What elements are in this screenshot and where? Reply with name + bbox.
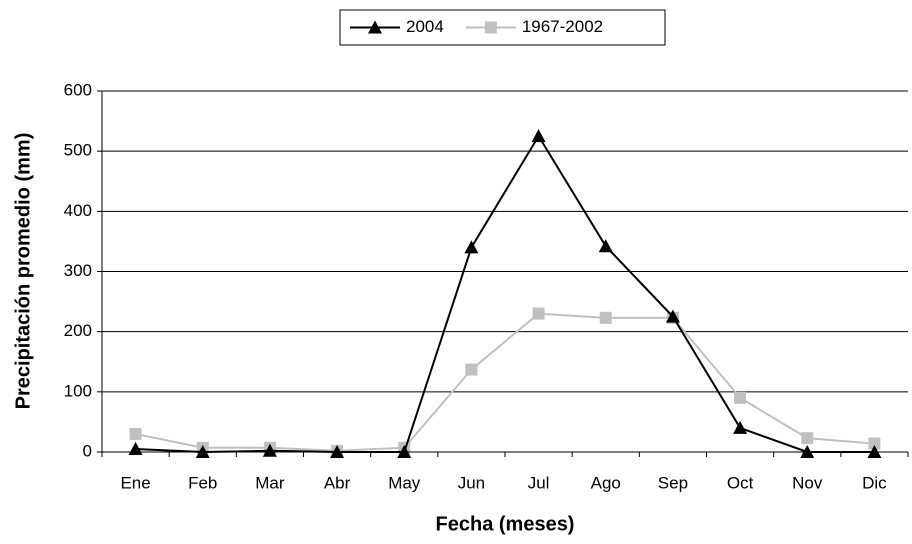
y-axis-title: Precipitación promedio (mm)	[12, 133, 34, 410]
data-point	[532, 307, 545, 320]
legend-marker	[484, 21, 497, 34]
x-tick-label: Nov	[792, 473, 823, 492]
data-point	[665, 309, 680, 323]
x-tick-label: Abr	[324, 473, 351, 492]
series-line	[135, 134, 875, 454]
legend-label: 1967-2002	[522, 17, 603, 36]
data-point	[464, 240, 479, 254]
x-axis-title: Fecha (meses)	[436, 513, 575, 535]
data-point	[129, 427, 142, 440]
y-tick-label: 200	[64, 321, 92, 340]
x-tick-label: Mar	[255, 473, 285, 492]
y-tick-label: 300	[64, 261, 92, 280]
x-tick-label: Feb	[188, 473, 217, 492]
x-tick-label: Ago	[591, 473, 621, 492]
data-point	[598, 239, 613, 253]
y-tick-label: 100	[64, 381, 92, 400]
data-point	[801, 432, 814, 445]
x-tick-label: Jun	[458, 473, 485, 492]
y-tick-label: 400	[64, 201, 92, 220]
legend-label: 2004	[406, 17, 444, 36]
x-tick-label: Sep	[658, 473, 688, 492]
data-point	[262, 443, 277, 457]
data-point	[531, 129, 546, 143]
data-point	[868, 437, 881, 450]
data-point	[599, 311, 612, 324]
x-tick-label: Oct	[727, 473, 754, 492]
x-tick-label: Dic	[862, 473, 887, 492]
y-tick-label: 600	[64, 80, 92, 99]
data-point	[733, 420, 748, 434]
x-tick-label: Jul	[528, 473, 550, 492]
x-tick-label: Ene	[120, 473, 150, 492]
legend-marker	[368, 20, 382, 34]
data-point	[734, 391, 747, 404]
data-point	[465, 363, 478, 376]
y-tick-label: 0	[83, 441, 92, 460]
x-tick-label: May	[388, 473, 421, 492]
y-tick-label: 500	[64, 141, 92, 160]
series-line	[135, 312, 875, 452]
